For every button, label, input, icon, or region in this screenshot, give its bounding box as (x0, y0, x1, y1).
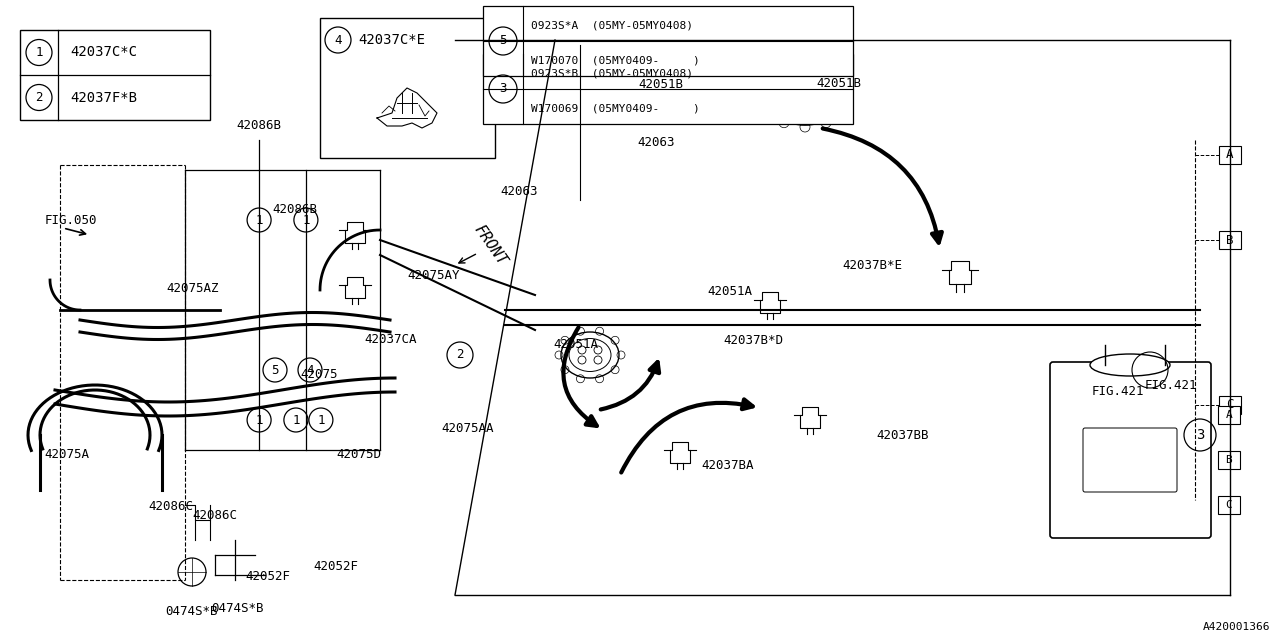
Text: 42051B: 42051B (817, 77, 861, 90)
Text: 3: 3 (499, 83, 507, 95)
FancyBboxPatch shape (1219, 231, 1242, 249)
Text: 1: 1 (255, 413, 262, 426)
Text: 42037BB: 42037BB (877, 429, 929, 442)
Text: 42086B: 42086B (271, 204, 317, 216)
FancyBboxPatch shape (1219, 496, 1240, 514)
FancyBboxPatch shape (20, 30, 210, 120)
Text: 2: 2 (456, 349, 463, 362)
Text: 42037B*E: 42037B*E (842, 259, 902, 272)
Text: FIG.421: FIG.421 (1092, 385, 1144, 398)
Text: 0923S*A  (05MY-05MY0408): 0923S*A (05MY-05MY0408) (531, 20, 692, 31)
FancyBboxPatch shape (1050, 362, 1211, 538)
Text: 42086B: 42086B (237, 119, 282, 132)
Text: A: A (1226, 410, 1233, 420)
Text: 1: 1 (292, 413, 300, 426)
Text: 42037F*B: 42037F*B (70, 90, 137, 104)
Text: A420001366: A420001366 (1202, 622, 1270, 632)
Text: 42075AZ: 42075AZ (166, 282, 219, 294)
Text: 42051A: 42051A (708, 285, 753, 298)
Text: 42051B: 42051B (637, 78, 684, 91)
Text: FIG.050: FIG.050 (45, 214, 97, 227)
Text: W170070  (05MY0409-     ): W170070 (05MY0409- ) (531, 56, 700, 66)
Ellipse shape (1091, 354, 1170, 376)
Text: 42037CA: 42037CA (365, 333, 417, 346)
Text: 42037C*C: 42037C*C (70, 45, 137, 60)
Text: 2: 2 (36, 91, 42, 104)
Text: 0923S*B  (05MY-05MY0408): 0923S*B (05MY-05MY0408) (531, 68, 692, 79)
Text: 42051A: 42051A (553, 338, 598, 351)
FancyBboxPatch shape (483, 54, 852, 124)
Text: 0474S*B: 0474S*B (211, 602, 264, 614)
FancyBboxPatch shape (1083, 428, 1178, 492)
FancyBboxPatch shape (1219, 451, 1240, 469)
Text: FIG.421: FIG.421 (1144, 379, 1197, 392)
Text: 42063: 42063 (637, 136, 675, 148)
Text: 42075AA: 42075AA (442, 422, 494, 435)
Text: A: A (1226, 148, 1234, 161)
Text: 1: 1 (302, 214, 310, 227)
Text: 1: 1 (36, 46, 42, 59)
Text: 5: 5 (499, 35, 507, 47)
Text: 42052F: 42052F (314, 560, 358, 573)
FancyBboxPatch shape (483, 6, 852, 76)
Text: 42075A: 42075A (45, 448, 90, 461)
Text: 5: 5 (271, 364, 279, 376)
Text: 42037B*D: 42037B*D (723, 334, 783, 347)
Text: W170069  (05MY0409-     ): W170069 (05MY0409- ) (531, 104, 700, 114)
Text: 42037BA: 42037BA (701, 460, 754, 472)
Text: 42075AY: 42075AY (407, 269, 460, 282)
Text: 1: 1 (255, 214, 262, 227)
Text: 0474S*B: 0474S*B (165, 605, 218, 618)
Text: 1: 1 (317, 413, 325, 426)
Text: 42052F: 42052F (244, 570, 291, 583)
Text: 42075: 42075 (301, 368, 338, 381)
FancyBboxPatch shape (1219, 396, 1242, 414)
Text: 4: 4 (306, 364, 314, 376)
Text: B: B (1226, 455, 1233, 465)
Text: 3: 3 (1196, 428, 1204, 442)
Text: B: B (1226, 234, 1234, 246)
FancyBboxPatch shape (320, 18, 495, 158)
Text: C: C (1226, 500, 1233, 510)
FancyBboxPatch shape (1219, 146, 1242, 164)
Text: 4: 4 (334, 33, 342, 47)
FancyBboxPatch shape (1219, 406, 1240, 424)
Text: FRONT: FRONT (471, 222, 509, 268)
Text: 42037C*E: 42037C*E (358, 33, 425, 47)
Text: 42086C: 42086C (192, 509, 237, 522)
Text: 42086C: 42086C (148, 500, 193, 513)
Text: 42063: 42063 (500, 185, 538, 198)
Text: 42075D: 42075D (337, 448, 381, 461)
Text: C: C (1226, 399, 1234, 412)
